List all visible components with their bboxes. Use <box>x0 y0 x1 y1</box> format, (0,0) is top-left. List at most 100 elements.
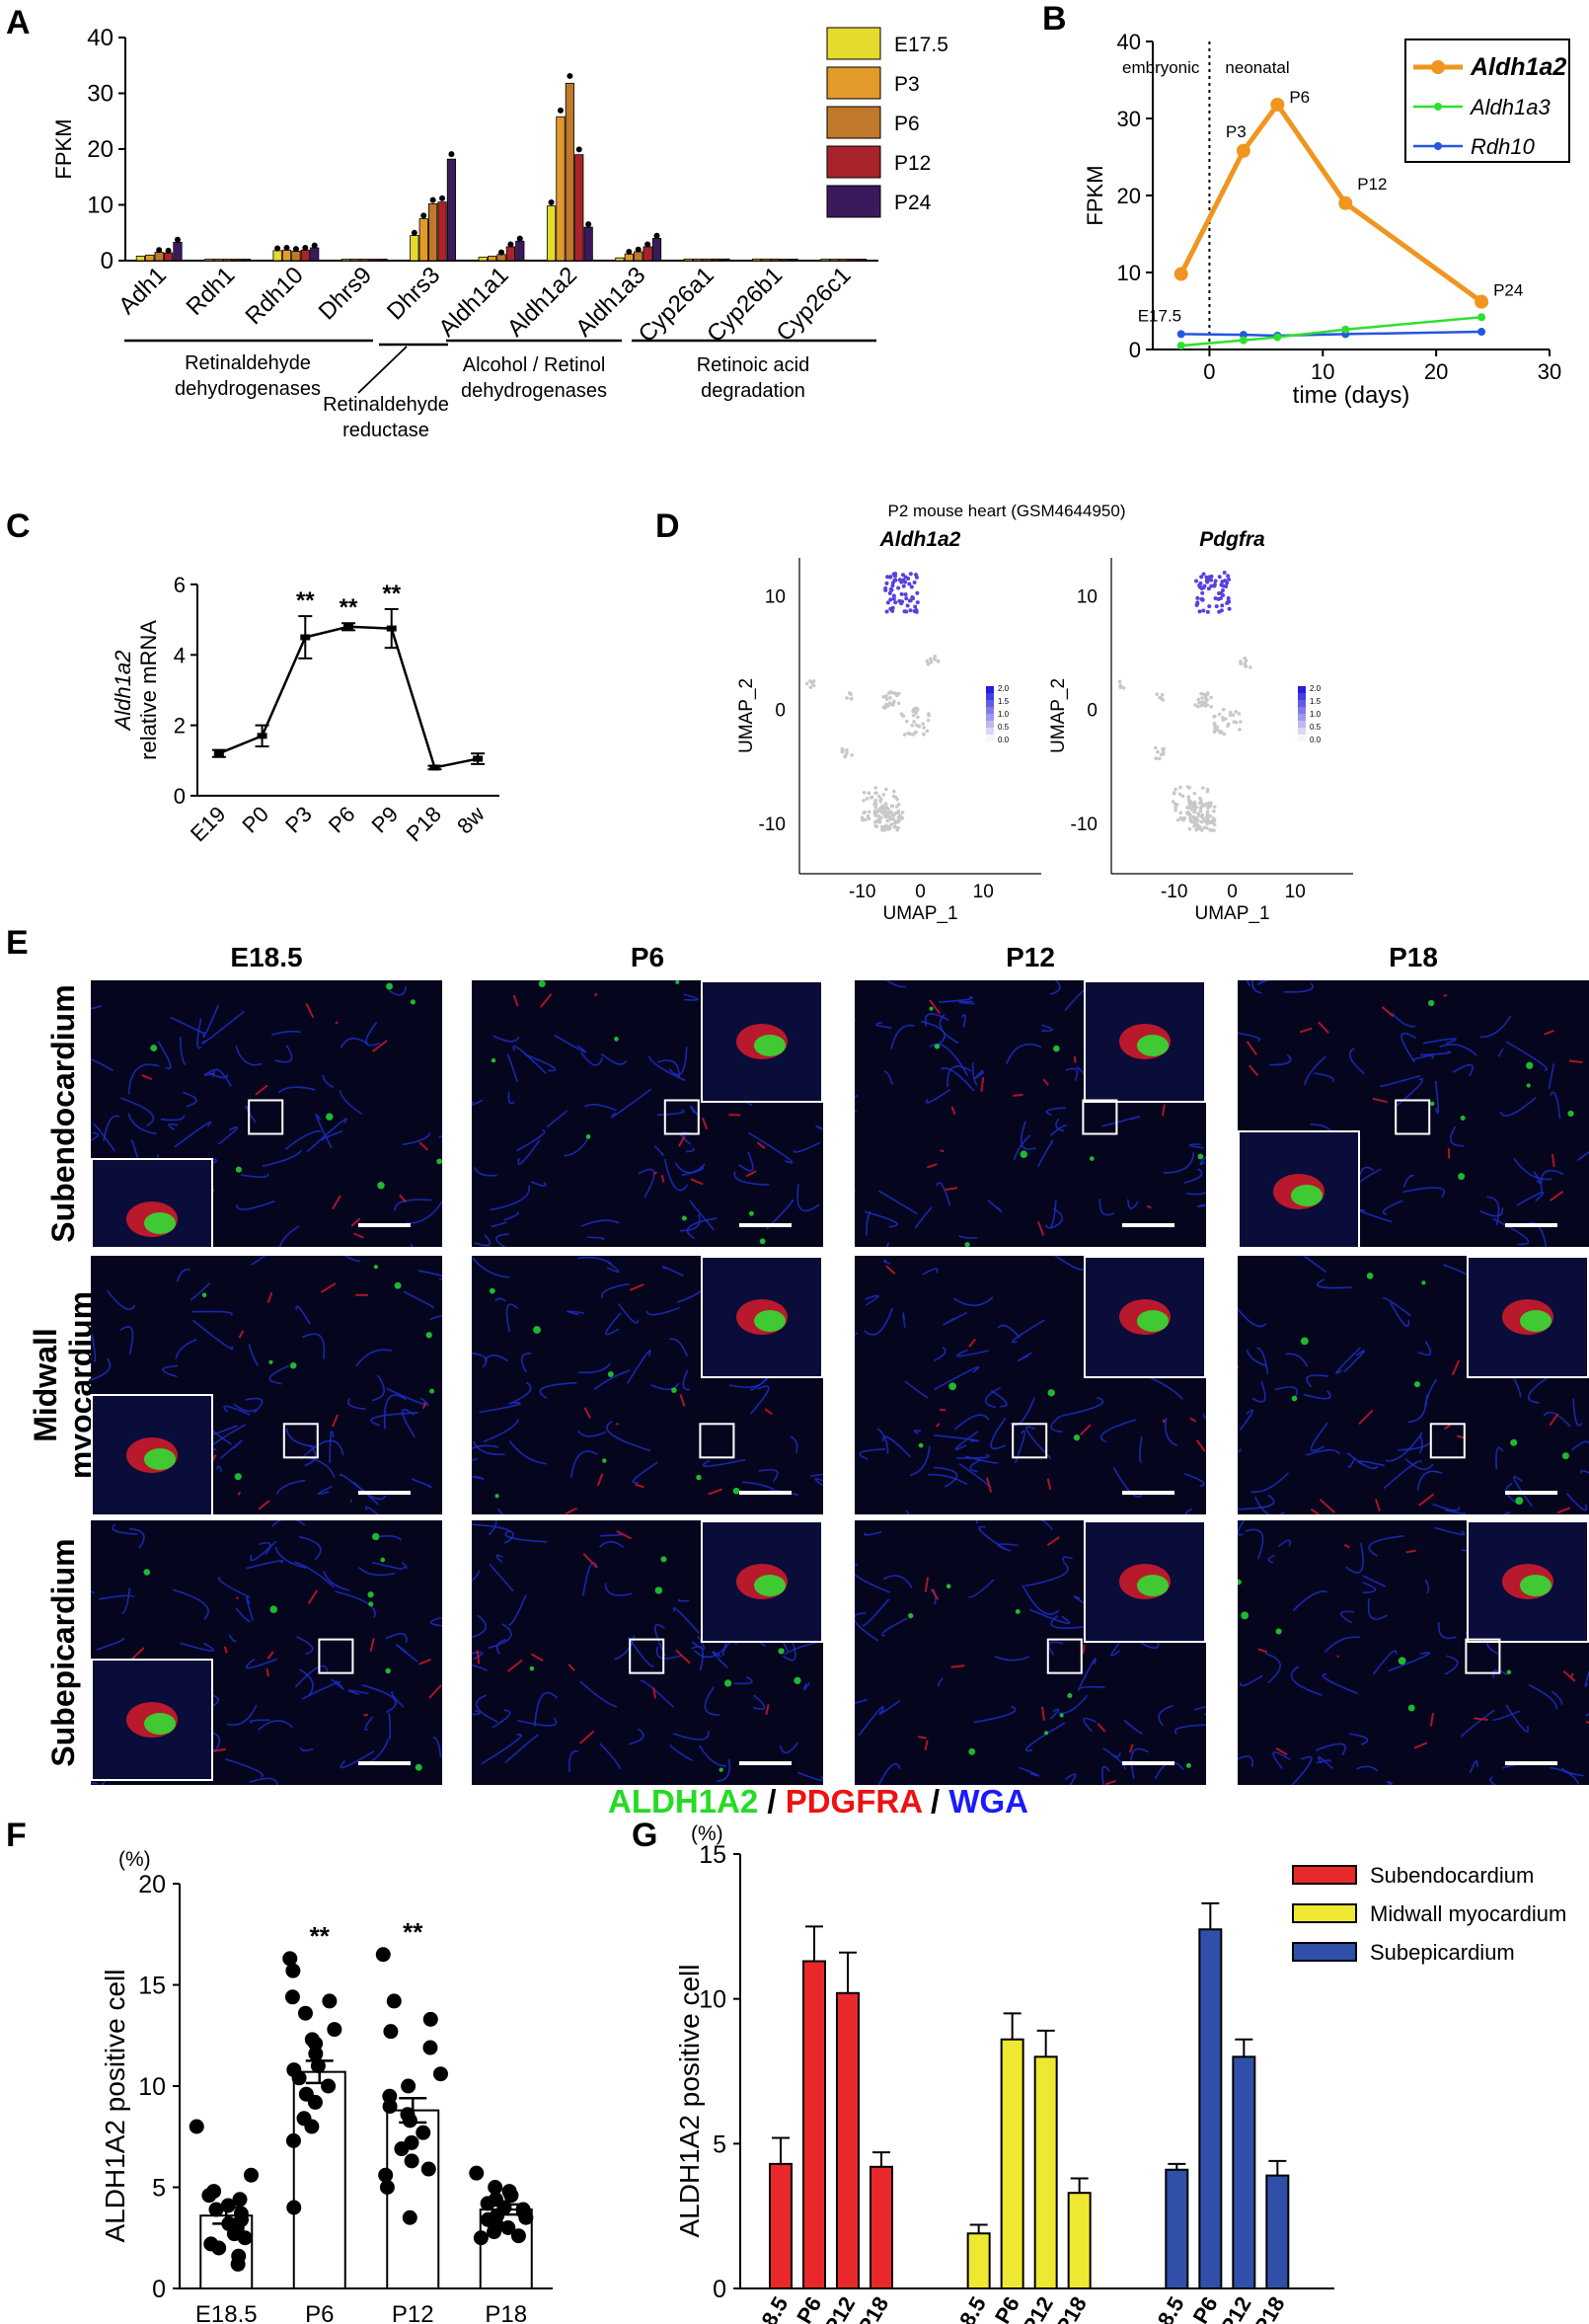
bar-Cyp26b1-E17.5 <box>752 258 762 262</box>
colorbar-segment <box>986 707 994 714</box>
umap-cell <box>1221 707 1226 712</box>
wga-membrane <box>990 1389 1008 1408</box>
wga-membrane <box>1560 1767 1584 1777</box>
umap-cell-expressing <box>1226 595 1231 600</box>
data-point <box>394 2141 410 2157</box>
pdgfra-signal <box>652 1687 656 1699</box>
wga-membrane <box>325 1439 344 1456</box>
bar-Aldh1a2-P6 <box>565 82 574 262</box>
wga-membrane <box>934 1434 980 1442</box>
wga-membrane <box>472 1709 482 1716</box>
wga-membrane <box>614 1635 636 1661</box>
y-tick-label: 0 <box>1129 338 1141 362</box>
wga-membrane <box>793 1141 821 1153</box>
umap-cell-expressing <box>904 609 909 614</box>
wga-membrane <box>274 1045 293 1063</box>
umap-cell <box>906 731 911 736</box>
wga-membrane <box>577 1256 612 1265</box>
colorbar-segment <box>986 735 994 741</box>
pdgfra-signal <box>679 1394 686 1407</box>
bar-Aldh1a2-P24 <box>583 226 593 262</box>
wga-membrane <box>1101 1765 1110 1785</box>
pdgfra-signal <box>924 1577 930 1592</box>
aldh1a2-signal <box>1059 1713 1064 1718</box>
data-point <box>429 764 440 771</box>
bar-Subepicardium-P12 <box>1232 2055 1256 2289</box>
wga-membrane <box>1272 1751 1291 1769</box>
aldh1a2-signal <box>1241 1611 1249 1620</box>
aldh1a2-signal <box>1020 1150 1028 1158</box>
point-Aldh1a2 <box>1173 267 1188 281</box>
umap-cell <box>1205 789 1210 794</box>
selection-box <box>1465 1638 1501 1674</box>
bar-Rdh1-E17.5 <box>204 259 214 262</box>
wga-membrane <box>179 1037 187 1066</box>
umap-cell <box>912 707 916 712</box>
x-tick-label: 0 <box>1203 359 1215 384</box>
umap-cell-expressing <box>1220 588 1225 593</box>
wga-membrane <box>1566 1493 1588 1511</box>
pdgfra-signal <box>512 994 519 1007</box>
wga-membrane <box>1349 1046 1366 1075</box>
data-point <box>237 2230 253 2246</box>
bar-Subepicardium-P18 <box>1265 2174 1290 2290</box>
umap-cell <box>1196 697 1201 702</box>
data-point <box>321 2078 337 2094</box>
umap-cell <box>1199 819 1204 824</box>
wga-membrane <box>224 1758 264 1778</box>
wga-membrane <box>1186 1192 1206 1196</box>
wga-membrane <box>93 1123 115 1152</box>
bar-Aldh1a1-P3 <box>487 256 497 262</box>
bar-Cyp26b1-P3 <box>761 258 771 262</box>
legend-label: Subepicardium <box>1370 1940 1515 1965</box>
wga-membrane <box>1246 1349 1267 1367</box>
umap-cell <box>1228 710 1233 715</box>
wga-membrane <box>383 1394 407 1430</box>
umap-cell <box>1200 700 1204 704</box>
pdgfra-signal <box>950 1106 956 1116</box>
wga-membrane <box>904 1380 929 1399</box>
wga-membrane <box>539 1381 577 1399</box>
colorbar-segment <box>1298 693 1306 700</box>
wga-membrane <box>294 1561 335 1588</box>
wga-membrane <box>385 1633 408 1644</box>
wga-membrane <box>973 1069 985 1080</box>
wga-membrane <box>285 1428 315 1448</box>
wga-membrane <box>598 1540 625 1549</box>
umap-cell <box>862 798 866 803</box>
umap-cell <box>1157 756 1162 761</box>
pdgfra-signal <box>1042 1078 1049 1086</box>
umap-cell <box>811 683 816 688</box>
data-point <box>286 2200 302 2215</box>
umap-cell-expressing <box>1195 601 1200 606</box>
pdgfra-signal <box>428 1684 442 1699</box>
wga-membrane <box>1548 1063 1555 1089</box>
umap-cell-expressing <box>1199 575 1204 580</box>
wga-membrane <box>91 1334 97 1362</box>
y-axis-label: relative mRNA <box>136 620 161 760</box>
wga-membrane <box>915 1206 933 1228</box>
pdgfra-signal <box>635 1483 644 1489</box>
colorbar-label: 0.5 <box>998 723 1010 732</box>
wga-membrane <box>580 1051 604 1066</box>
point-Aldh1a3 <box>1176 342 1185 350</box>
umap-cell <box>1238 728 1242 732</box>
wga-membrane <box>1513 1157 1552 1181</box>
wga-membrane <box>858 1706 884 1737</box>
x-tick-label: P18 <box>1051 2292 1092 2324</box>
umap-y-axis-label: UMAP_2 <box>736 678 757 753</box>
wga-membrane <box>934 1365 980 1391</box>
umap-cell <box>1196 813 1201 817</box>
umap-cell <box>1218 731 1223 736</box>
x-axis-label: time (days) <box>1293 382 1410 409</box>
wga-membrane <box>1314 1072 1334 1083</box>
umap-cell <box>1212 730 1217 735</box>
pdgfra-signal <box>745 1170 757 1178</box>
umap-cell <box>1234 720 1239 725</box>
umap-cell <box>1160 693 1165 697</box>
y-tick-label: 10 <box>1117 261 1141 285</box>
legend-swatch-P12 <box>826 145 881 179</box>
aldh1a2-signal <box>326 1113 334 1121</box>
umap-cell <box>1153 745 1158 750</box>
legend-label: Aldh1a2 <box>1470 53 1566 81</box>
